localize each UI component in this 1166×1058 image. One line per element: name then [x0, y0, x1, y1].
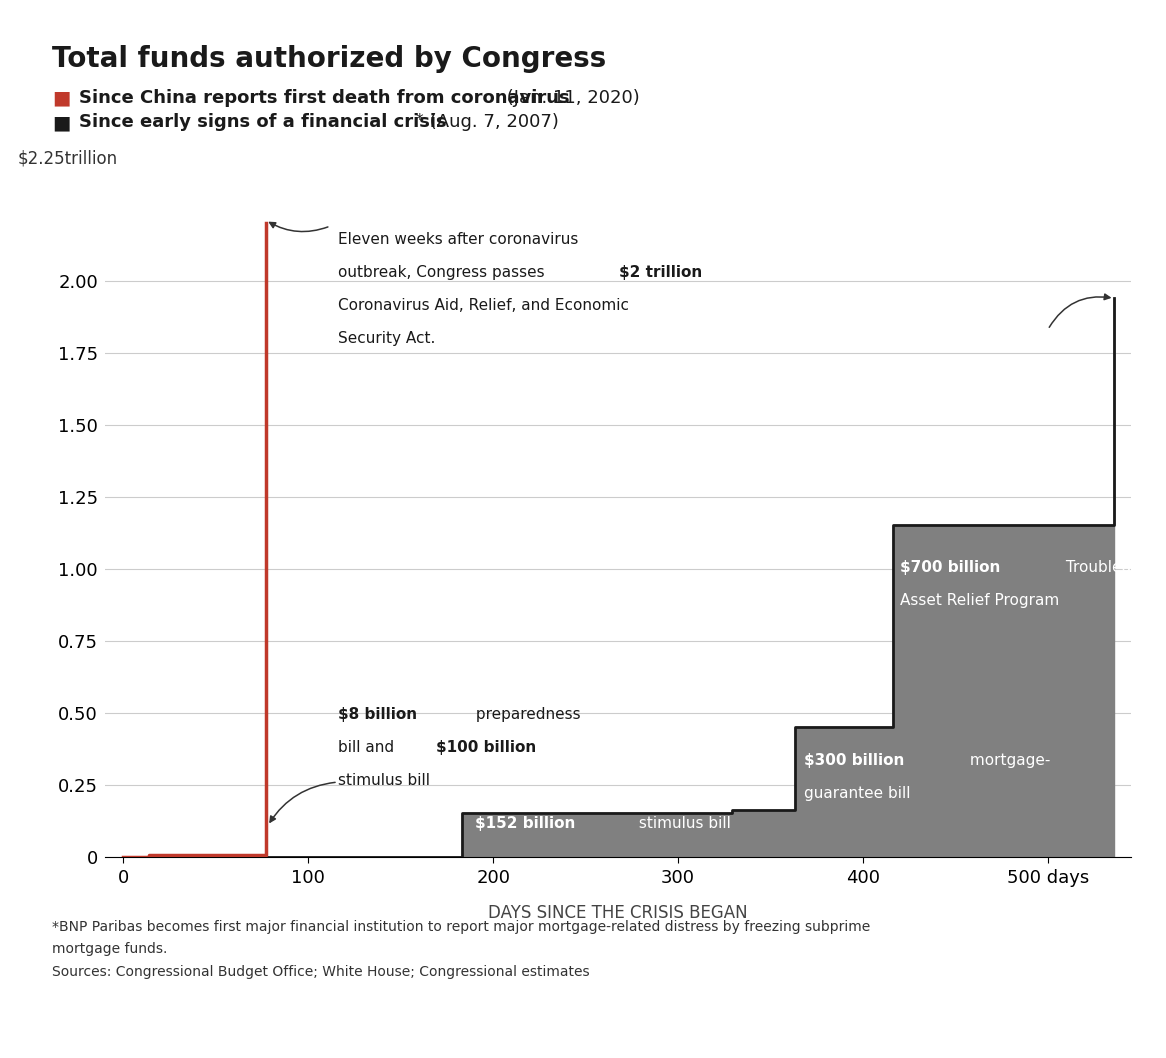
Text: bill and: bill and	[338, 741, 399, 755]
Text: (Jan. 11, 2020): (Jan. 11, 2020)	[501, 89, 640, 107]
Text: $152 billion: $152 billion	[475, 816, 575, 831]
Text: guarantee bill: guarantee bill	[803, 786, 911, 801]
Text: ■: ■	[52, 89, 71, 108]
Text: preparedness: preparedness	[471, 707, 581, 723]
Text: Sources: Congressional Budget Office; White House; Congressional estimates: Sources: Congressional Budget Office; Wh…	[52, 965, 590, 979]
X-axis label: DAYS SINCE THE CRISIS BEGAN: DAYS SINCE THE CRISIS BEGAN	[489, 905, 747, 923]
Text: ■: ■	[52, 113, 71, 132]
Text: Eleven weeks after coronavirus: Eleven weeks after coronavirus	[338, 232, 578, 247]
Text: Coronavirus Aid, Relief, and Economic: Coronavirus Aid, Relief, and Economic	[338, 298, 628, 313]
Text: Security Act.: Security Act.	[338, 331, 435, 346]
Text: stimulus bill: stimulus bill	[633, 816, 731, 831]
Text: $700 billion: $700 billion	[900, 560, 1000, 576]
Text: Troubled: Troubled	[1061, 560, 1131, 576]
Text: (Aug. 7, 2007): (Aug. 7, 2007)	[424, 113, 560, 131]
Text: Since early signs of a financial crisis: Since early signs of a financial crisis	[79, 113, 447, 131]
Text: Total funds authorized by Congress: Total funds authorized by Congress	[52, 45, 606, 73]
Text: $2.25trillion: $2.25trillion	[17, 149, 118, 167]
Text: $2 trillion: $2 trillion	[619, 264, 702, 280]
Text: $300 billion: $300 billion	[803, 753, 904, 768]
Text: outbreak, Congress passes: outbreak, Congress passes	[338, 264, 549, 280]
Text: $8 billion: $8 billion	[338, 707, 417, 723]
Text: *: *	[415, 113, 423, 128]
Text: Since China reports first death from coronavirus: Since China reports first death from cor…	[79, 89, 570, 107]
Text: mortgage funds.: mortgage funds.	[52, 942, 168, 955]
Text: *BNP Paribas becomes first major financial institution to report major mortgage-: *BNP Paribas becomes first major financi…	[52, 920, 871, 934]
Text: stimulus bill: stimulus bill	[338, 773, 430, 788]
Text: mortgage-: mortgage-	[964, 753, 1051, 768]
Text: Asset Relief Program: Asset Relief Program	[900, 594, 1059, 608]
Text: $100 billion: $100 billion	[436, 741, 536, 755]
